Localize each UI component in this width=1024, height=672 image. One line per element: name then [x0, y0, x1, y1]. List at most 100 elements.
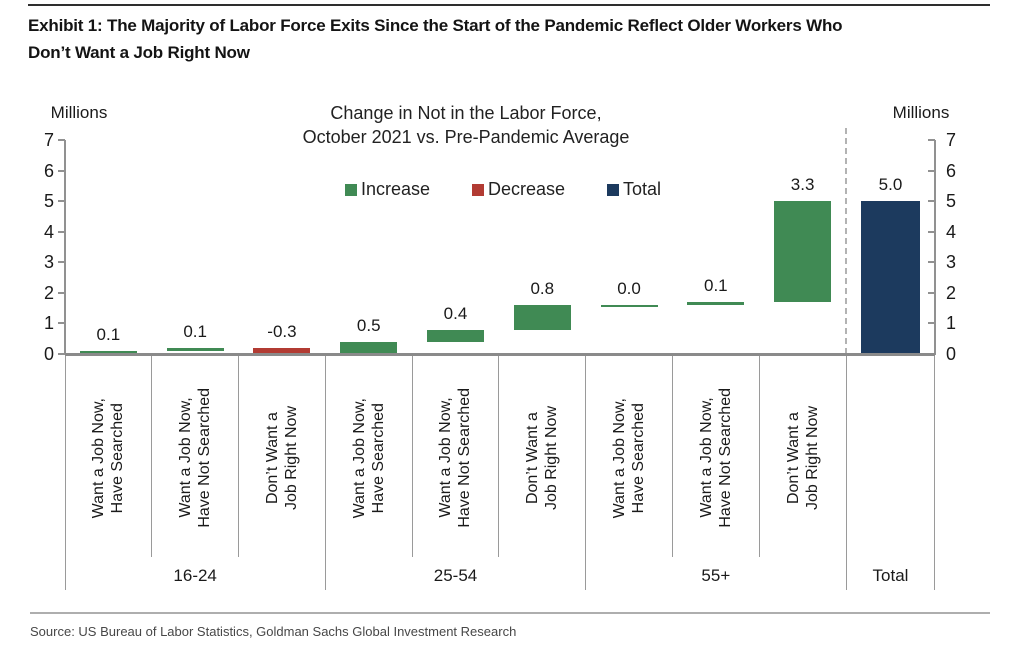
y-tick-label-right: 5 [946, 191, 957, 212]
group-separator [64, 354, 66, 590]
category-label: Don’t Want a Job Right Now [263, 405, 300, 511]
y-tick-left [58, 291, 65, 294]
legend-item-decrease: Decrease [471, 179, 565, 200]
y-axis-unit-left: Millions [50, 103, 108, 122]
y-axis-right [934, 140, 936, 355]
category-label-box: Want a Job Now, Have Searched [586, 360, 673, 556]
y-tick-label-right: 3 [946, 252, 957, 273]
bar-segment [253, 347, 311, 356]
y-tick-label-right: 1 [946, 313, 957, 334]
total-dashed-divider [845, 128, 847, 354]
y-tick-label-right: 7 [946, 130, 957, 151]
group-separator [585, 354, 587, 590]
total-value-label: 5.0 [878, 175, 903, 195]
bar-value-label: 3.3 [790, 175, 815, 195]
category-label-box: Don’t Want a Job Right Now [239, 360, 326, 556]
bar-value-label: 0.1 [183, 321, 207, 341]
bar-segment [513, 305, 571, 330]
y-tick-label-right: 4 [946, 221, 957, 242]
bar-segment [79, 350, 137, 354]
y-tick-label-left: 7 [43, 130, 54, 151]
group-separator [845, 354, 847, 590]
y-tick-label-left: 6 [43, 160, 54, 181]
group-label: 55+ [701, 566, 731, 585]
x-axis-baseline [65, 352, 935, 356]
category-label: Want a Job Now, Have Searched [90, 397, 127, 519]
bar-value-label: -0.3 [267, 321, 297, 341]
category-separator [498, 354, 500, 557]
chart-legend: Increase Decrease Total [253, 179, 753, 200]
legend-swatch-decrease-icon [471, 183, 484, 196]
exhibit-title: Exhibit 1: The Majority of Labor Force E… [28, 16, 843, 62]
bar-segment [427, 329, 484, 342]
category-label-box: Don’t Want a Job Right Now [499, 360, 586, 556]
category-label: Want a Job Now, Have Not Searched [177, 388, 214, 528]
bar-segment [166, 347, 224, 351]
bar-value-label: 0.4 [443, 303, 468, 323]
group-separator [934, 354, 935, 590]
category-separator [238, 354, 240, 557]
legend-item-total: Total [607, 179, 661, 200]
legend-item-increase: Increase [344, 179, 430, 200]
category-separator [758, 354, 760, 557]
legend-swatch-total-icon [607, 183, 620, 196]
y-tick-right [928, 200, 935, 203]
group-label: 25-54 [433, 566, 478, 585]
total-group-label: Total [872, 566, 909, 585]
category-label-box: Want a Job Now, Have Searched [65, 360, 152, 556]
y-tick-label-left: 4 [43, 221, 54, 242]
group-label: 16-24 [173, 566, 217, 585]
y-tick-right [928, 291, 935, 294]
y-tick-left [58, 322, 65, 325]
category-label: Want a Job Now, Have Searched [611, 397, 648, 519]
total-bar-segment [861, 201, 920, 355]
category-label: Don’t Want a Job Right Now [784, 405, 821, 511]
category-label-box: Want a Job Now, Have Not Searched [412, 360, 499, 556]
y-tick-right [928, 230, 935, 233]
group-separator [324, 354, 326, 590]
bar-segment [600, 305, 658, 308]
bar-value-label: 0.1 [704, 276, 728, 296]
y-tick-right [928, 261, 935, 264]
y-tick-label-left: 2 [43, 282, 54, 303]
bar-value-label: 0.1 [96, 324, 121, 344]
category-label-box: Want a Job Now, Have Not Searched [672, 360, 759, 556]
y-tick-label-left: 1 [43, 313, 54, 334]
y-tick-right [928, 139, 935, 142]
y-tick-left [58, 169, 65, 172]
bar-value-label: 0.0 [617, 279, 641, 299]
y-tick-label-right: 6 [946, 160, 957, 181]
category-separator [151, 354, 153, 557]
y-tick-label-left: 3 [43, 252, 54, 273]
category-separator [671, 354, 673, 557]
y-tick-label-left: 5 [43, 191, 54, 212]
top-divider-rule [28, 4, 990, 6]
legend-label-increase: Increase [360, 179, 430, 199]
y-tick-label-right: 0 [946, 344, 957, 364]
y-tick-left [58, 139, 65, 142]
legend-label-total: Total [623, 179, 662, 199]
y-tick-label-left: 0 [43, 344, 54, 364]
y-tick-left [58, 261, 65, 264]
category-label-box: Want a Job Now, Have Not Searched [152, 360, 239, 556]
bar-value-label: 0.8 [530, 279, 555, 299]
y-tick-right [928, 322, 935, 325]
bottom-divider-rule [30, 612, 990, 614]
category-label: Want a Job Now, Have Not Searched [697, 388, 734, 528]
bar-value-label: 0.5 [356, 315, 381, 335]
y-tick-label-right: 2 [946, 282, 957, 303]
category-label: Want a Job Now, Have Not Searched [437, 388, 474, 528]
chart-title: Change in Not in the Labor Force, Octobe… [302, 103, 630, 147]
category-label: Want a Job Now, Have Searched [350, 397, 387, 519]
y-tick-right [928, 169, 935, 172]
source-attribution: Source: US Bureau of Labor Statistics, G… [30, 624, 517, 639]
category-label: Don’t Want a Job Right Now [524, 405, 561, 511]
y-tick-left [58, 230, 65, 233]
legend-swatch-increase-icon [344, 183, 357, 196]
category-label-box: Don’t Want a Job Right Now [759, 360, 846, 556]
bar-segment [774, 201, 832, 303]
bar-segment [687, 302, 745, 306]
y-axis-unit-right: Millions [892, 103, 950, 122]
bar-segment [340, 341, 398, 356]
